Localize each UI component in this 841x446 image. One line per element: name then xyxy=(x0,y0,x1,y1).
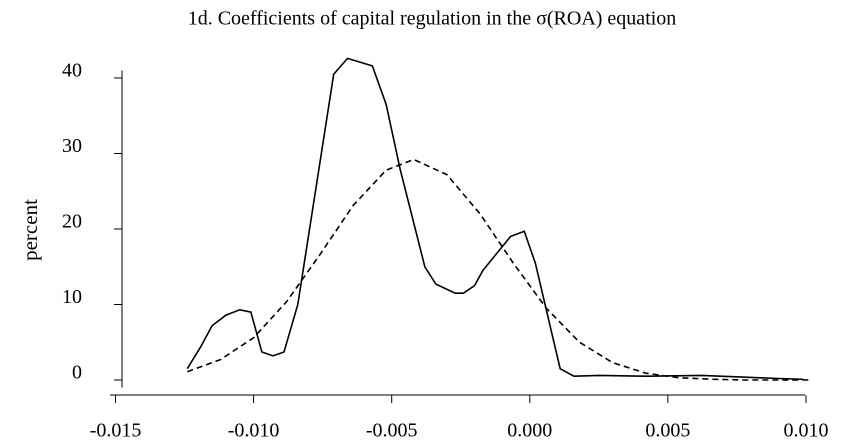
x-tick-label: 0.005 xyxy=(645,420,690,442)
y-tick-label: 10 xyxy=(62,286,82,308)
solid-line xyxy=(186,57,804,381)
x-tick-label: 0.000 xyxy=(507,420,552,442)
y-tick-label: 20 xyxy=(62,211,82,233)
y-tick-label: 40 xyxy=(62,60,82,82)
y-tick-label: 30 xyxy=(62,135,82,157)
dashed-line xyxy=(187,158,812,381)
y-tick-label: 0 xyxy=(72,362,82,384)
y-axis-label: percent xyxy=(18,199,42,261)
x-tick-label: -0.005 xyxy=(366,420,418,442)
x-tick-label: -0.010 xyxy=(228,420,280,442)
chart-title: 1d. Coefficients of capital regulation i… xyxy=(188,8,677,30)
x-tick-label: 0.010 xyxy=(783,420,828,442)
x-tick-label: -0.015 xyxy=(90,420,142,442)
